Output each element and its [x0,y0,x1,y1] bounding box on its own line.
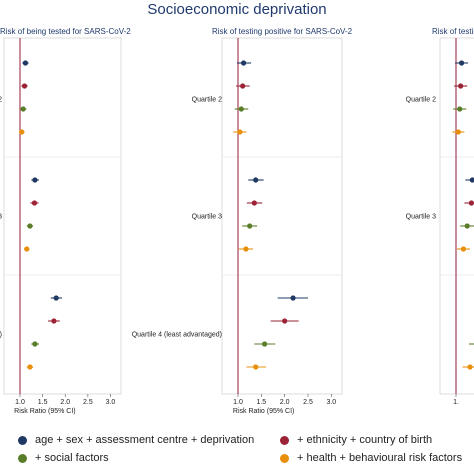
x-tick-label: 1.0 [233,399,243,406]
data-point [467,364,473,370]
x-axis-label: Risk Ratio (95% CI) [14,408,75,415]
data-point [282,318,288,324]
plot-frame [439,37,474,395]
data-point [27,364,33,370]
legend-label: + health + behavioural risk factors [297,452,463,464]
category-label: Quartile 3 [192,214,222,221]
data-point [21,83,28,89]
data-point [253,177,259,183]
data-point [51,318,57,324]
legend-label: age + sex + assessment centre + deprivat… [35,434,255,446]
category-label: Quartile 2 [406,97,436,104]
data-point [32,341,38,347]
category-label: l) [0,332,2,339]
legend-label: + social factors [35,452,109,464]
x-tick-label: 1.5 [38,399,48,406]
data-point [262,341,268,347]
data-point [20,106,26,112]
x-tick-label: 2.0 [60,399,70,406]
data-point [240,83,246,89]
data-point [460,246,467,252]
data-point [24,246,30,252]
data-point [238,106,244,112]
data-point [464,223,470,229]
data-point [22,60,29,66]
legend-item-social: + social factors [18,452,109,464]
x-tick-label: 3.0 [326,399,336,406]
legend-label: + ethnicity + country of birth [297,434,433,446]
legend-marker-blue [18,435,27,445]
legend-marker-orange [280,453,289,463]
x-tick-label: 1. [453,399,459,406]
data-point [31,200,38,206]
data-point [32,177,38,183]
data-point [459,60,465,66]
data-point [253,364,259,370]
category-label: Quartile 4 (least advantaged) [132,332,222,339]
data-point [53,295,59,301]
legend-item-health: + health + behavioural risk factors [280,452,462,464]
data-point [469,177,474,183]
x-tick-label: 1.5 [256,399,266,406]
panel-title: Risk of testing positive for SARS-CoV-2 [212,27,353,36]
plot-frame [221,37,343,395]
legend-marker-green [18,453,27,463]
legend: age + sex + assessment centre + deprivat… [0,430,474,474]
data-point [251,200,257,206]
data-point [241,60,247,66]
legend-item-age-sex: age + sex + assessment centre + deprivat… [18,434,254,446]
panel-1: Risk of being tested for SARS-CoV-2 1.0 1.… [0,27,131,415]
x-tick-label: 2.0 [280,399,290,406]
x-tick-label: 3.0 [106,399,116,406]
x-tick-label: 2.5 [303,399,313,406]
x-tick-label: 1.0 [15,399,25,406]
data-point [247,223,253,229]
panel-title: Risk of testing p [432,27,474,36]
plot-frame [3,37,122,395]
panel-title: Risk of being tested for SARS-CoV-2 [0,27,131,36]
category-label: Quartile 3 [406,214,436,221]
panel-2: Risk of testing positive for SARS-CoV-2 1… [132,27,353,415]
data-point [290,295,296,301]
data-point [243,246,249,252]
category-label: 2 [0,97,2,104]
figure-title: Socioeconomic deprivation [147,1,327,18]
data-point [468,200,474,206]
data-point [27,223,33,229]
data-point [19,129,25,135]
legend-marker-red [280,435,289,445]
data-point [237,129,243,135]
data-point [455,129,461,135]
x-axis-label: Risk Ratio (95% CI) [233,408,294,415]
panel-3: Risk of testing p1.RiQuartile 2Quartile … [406,27,474,406]
data-point [458,83,464,89]
category-label: 3 [0,214,2,221]
category-label: Quartile 2 [192,97,222,104]
x-tick-label: 2.5 [83,399,93,406]
legend-item-ethnicity: + ethnicity + country of birth [280,434,432,446]
data-point [457,106,463,112]
